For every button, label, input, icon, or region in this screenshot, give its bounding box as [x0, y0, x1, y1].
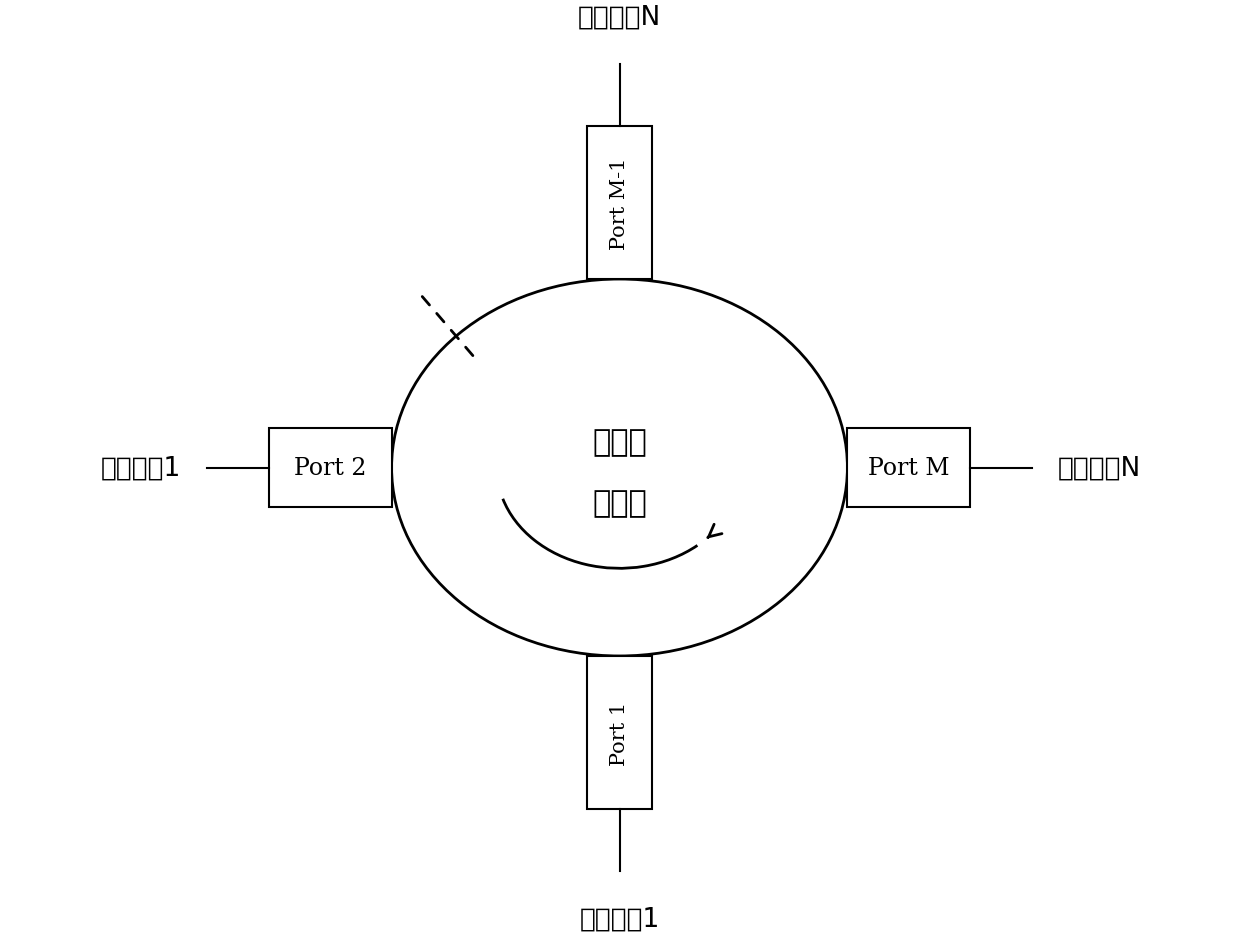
Text: 输入端口1: 输入端口1	[580, 906, 659, 932]
Bar	[269, 429, 392, 507]
Text: Port M: Port M	[869, 457, 949, 479]
Text: 环形器: 环形器	[592, 489, 647, 518]
Text: Port M-1: Port M-1	[610, 157, 629, 249]
Text: 鐵氧体: 鐵氧体	[592, 427, 647, 456]
Text: Port 2: Port 2	[294, 457, 367, 479]
Bar	[586, 126, 653, 280]
Bar	[586, 656, 653, 810]
Text: 输出端口1: 输出端口1	[100, 455, 181, 481]
Bar	[847, 429, 970, 507]
Text: Port 1: Port 1	[610, 701, 629, 765]
Text: 输出端口N: 输出端口N	[1058, 455, 1141, 481]
Text: 输入端口N: 输入端口N	[577, 4, 662, 30]
